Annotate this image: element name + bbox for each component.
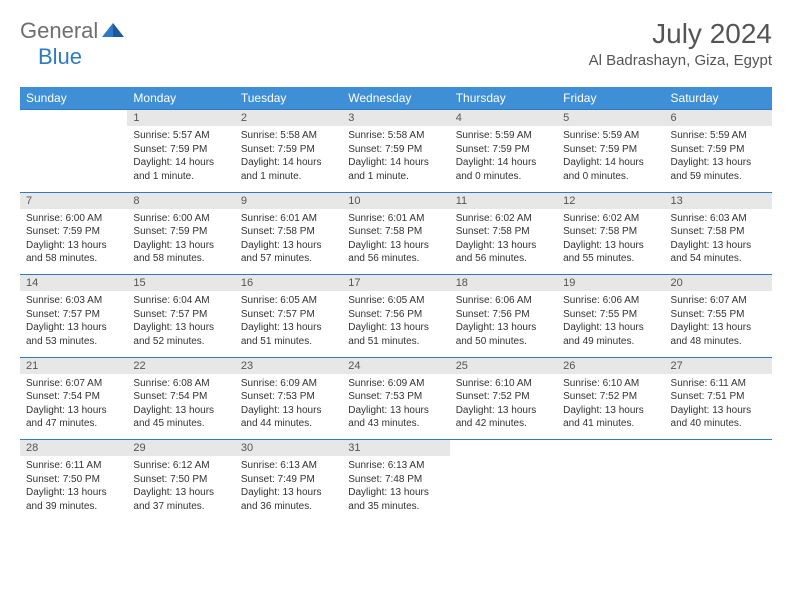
date-number-cell: 30 — [235, 440, 342, 457]
date-data-cell: Sunrise: 6:04 AMSunset: 7:57 PMDaylight:… — [127, 291, 234, 357]
date-number-cell: 21 — [20, 357, 127, 374]
date-number-cell: 4 — [450, 110, 557, 127]
date-number-row: 78910111213 — [20, 192, 772, 209]
date-number-cell: 6 — [665, 110, 772, 127]
date-data-row: Sunrise: 6:07 AMSunset: 7:54 PMDaylight:… — [20, 374, 772, 440]
date-data-cell: Sunrise: 6:01 AMSunset: 7:58 PMDaylight:… — [235, 209, 342, 275]
date-data-cell — [665, 456, 772, 522]
brand-text-general: General — [20, 18, 98, 44]
date-data-cell: Sunrise: 6:10 AMSunset: 7:52 PMDaylight:… — [450, 374, 557, 440]
date-number-cell: 14 — [20, 275, 127, 292]
brand-logo: General — [20, 18, 126, 44]
date-number-cell: 27 — [665, 357, 772, 374]
date-data-cell: Sunrise: 6:00 AMSunset: 7:59 PMDaylight:… — [127, 209, 234, 275]
date-data-row: Sunrise: 6:00 AMSunset: 7:59 PMDaylight:… — [20, 209, 772, 275]
calendar-table: SundayMondayTuesdayWednesdayThursdayFrid… — [20, 87, 772, 522]
brand-triangle-icon — [102, 21, 124, 42]
brand-text-blue: Blue — [38, 44, 82, 69]
date-number-cell: 15 — [127, 275, 234, 292]
day-header: Saturday — [665, 87, 772, 110]
date-number-cell: 16 — [235, 275, 342, 292]
date-number-cell: 31 — [342, 440, 449, 457]
date-number-cell: 29 — [127, 440, 234, 457]
date-data-cell: Sunrise: 5:58 AMSunset: 7:59 PMDaylight:… — [342, 126, 449, 192]
date-data-cell: Sunrise: 6:11 AMSunset: 7:50 PMDaylight:… — [20, 456, 127, 522]
day-header: Monday — [127, 87, 234, 110]
date-data-cell: Sunrise: 6:06 AMSunset: 7:55 PMDaylight:… — [557, 291, 664, 357]
date-number-cell: 18 — [450, 275, 557, 292]
date-number-cell: 22 — [127, 357, 234, 374]
date-data-cell: Sunrise: 6:13 AMSunset: 7:49 PMDaylight:… — [235, 456, 342, 522]
month-title: July 2024 — [589, 18, 772, 50]
date-number-cell: 2 — [235, 110, 342, 127]
day-header: Sunday — [20, 87, 127, 110]
date-data-cell: Sunrise: 6:05 AMSunset: 7:56 PMDaylight:… — [342, 291, 449, 357]
date-number-cell: 8 — [127, 192, 234, 209]
date-data-cell: Sunrise: 6:08 AMSunset: 7:54 PMDaylight:… — [127, 374, 234, 440]
date-number-row: 28293031 — [20, 440, 772, 457]
date-number-cell: 1 — [127, 110, 234, 127]
date-number-cell: 7 — [20, 192, 127, 209]
location-subtitle: Al Badrashayn, Giza, Egypt — [589, 52, 772, 69]
date-data-cell: Sunrise: 6:06 AMSunset: 7:56 PMDaylight:… — [450, 291, 557, 357]
date-data-row: Sunrise: 5:57 AMSunset: 7:59 PMDaylight:… — [20, 126, 772, 192]
date-data-cell: Sunrise: 6:09 AMSunset: 7:53 PMDaylight:… — [235, 374, 342, 440]
date-number-cell: 13 — [665, 192, 772, 209]
date-data-row: Sunrise: 6:03 AMSunset: 7:57 PMDaylight:… — [20, 291, 772, 357]
date-number-cell: 24 — [342, 357, 449, 374]
date-number-cell: 20 — [665, 275, 772, 292]
date-data-cell — [557, 456, 664, 522]
date-data-row: Sunrise: 6:11 AMSunset: 7:50 PMDaylight:… — [20, 456, 772, 522]
date-number-cell — [665, 440, 772, 457]
date-number-cell: 17 — [342, 275, 449, 292]
day-header: Thursday — [450, 87, 557, 110]
date-number-cell: 19 — [557, 275, 664, 292]
title-block: July 2024 Al Badrashayn, Giza, Egypt — [589, 18, 772, 69]
date-number-cell: 11 — [450, 192, 557, 209]
date-number-cell — [450, 440, 557, 457]
date-number-cell: 25 — [450, 357, 557, 374]
date-data-cell: Sunrise: 6:05 AMSunset: 7:57 PMDaylight:… — [235, 291, 342, 357]
date-number-row: 14151617181920 — [20, 275, 772, 292]
date-data-cell: Sunrise: 5:57 AMSunset: 7:59 PMDaylight:… — [127, 126, 234, 192]
date-data-cell: Sunrise: 6:12 AMSunset: 7:50 PMDaylight:… — [127, 456, 234, 522]
date-data-cell: Sunrise: 6:00 AMSunset: 7:59 PMDaylight:… — [20, 209, 127, 275]
date-number-cell: 28 — [20, 440, 127, 457]
date-data-cell: Sunrise: 6:07 AMSunset: 7:55 PMDaylight:… — [665, 291, 772, 357]
day-header-row: SundayMondayTuesdayWednesdayThursdayFrid… — [20, 87, 772, 110]
date-data-cell: Sunrise: 5:59 AMSunset: 7:59 PMDaylight:… — [450, 126, 557, 192]
date-number-cell: 23 — [235, 357, 342, 374]
day-header: Friday — [557, 87, 664, 110]
date-number-cell: 9 — [235, 192, 342, 209]
date-number-cell: 26 — [557, 357, 664, 374]
date-data-cell: Sunrise: 5:59 AMSunset: 7:59 PMDaylight:… — [557, 126, 664, 192]
date-data-cell: Sunrise: 5:59 AMSunset: 7:59 PMDaylight:… — [665, 126, 772, 192]
day-header: Tuesday — [235, 87, 342, 110]
date-data-cell — [450, 456, 557, 522]
date-number-cell: 5 — [557, 110, 664, 127]
date-number-cell — [557, 440, 664, 457]
date-data-cell: Sunrise: 6:03 AMSunset: 7:58 PMDaylight:… — [665, 209, 772, 275]
day-header: Wednesday — [342, 87, 449, 110]
date-number-cell: 10 — [342, 192, 449, 209]
date-data-cell — [20, 126, 127, 192]
date-data-cell: Sunrise: 6:07 AMSunset: 7:54 PMDaylight:… — [20, 374, 127, 440]
date-number-row: 123456 — [20, 110, 772, 127]
date-data-cell: Sunrise: 6:02 AMSunset: 7:58 PMDaylight:… — [450, 209, 557, 275]
date-data-cell: Sunrise: 6:13 AMSunset: 7:48 PMDaylight:… — [342, 456, 449, 522]
date-number-cell: 12 — [557, 192, 664, 209]
date-number-cell: 3 — [342, 110, 449, 127]
date-data-cell: Sunrise: 6:09 AMSunset: 7:53 PMDaylight:… — [342, 374, 449, 440]
date-number-cell — [20, 110, 127, 127]
date-data-cell: Sunrise: 5:58 AMSunset: 7:59 PMDaylight:… — [235, 126, 342, 192]
date-data-cell: Sunrise: 6:10 AMSunset: 7:52 PMDaylight:… — [557, 374, 664, 440]
date-data-cell: Sunrise: 6:11 AMSunset: 7:51 PMDaylight:… — [665, 374, 772, 440]
header-bar: General July 2024 Al Badrashayn, Giza, E… — [20, 18, 772, 69]
date-number-row: 21222324252627 — [20, 357, 772, 374]
date-data-cell: Sunrise: 6:02 AMSunset: 7:58 PMDaylight:… — [557, 209, 664, 275]
date-data-cell: Sunrise: 6:03 AMSunset: 7:57 PMDaylight:… — [20, 291, 127, 357]
date-data-cell: Sunrise: 6:01 AMSunset: 7:58 PMDaylight:… — [342, 209, 449, 275]
